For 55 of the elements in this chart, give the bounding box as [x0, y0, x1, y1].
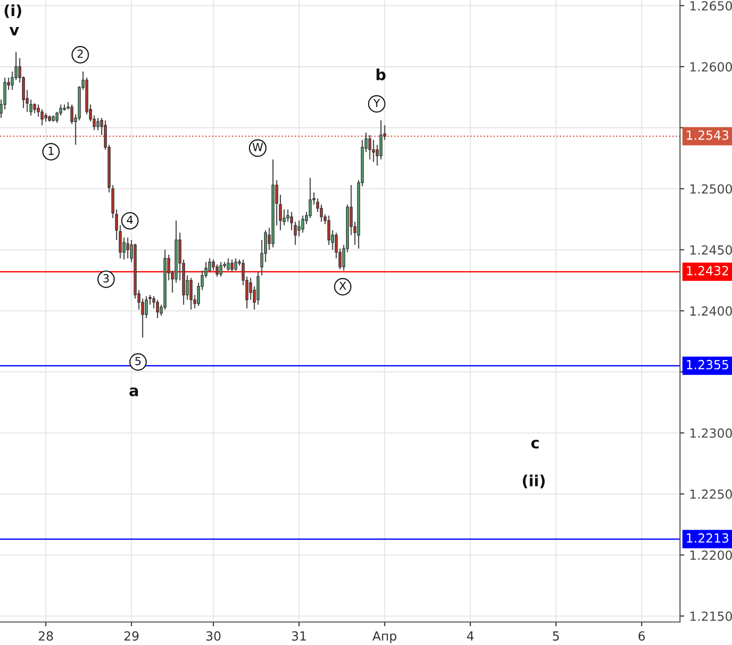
candlestick: [29, 99, 32, 116]
candlestick: [230, 258, 234, 272]
annotation: W: [252, 143, 263, 152]
annotation: Y: [373, 98, 380, 107]
y-tick-label: 1.2200: [690, 550, 732, 560]
x-tick-label: 6: [638, 631, 645, 641]
candlestick: [290, 211, 294, 231]
x-tick-label: 30: [206, 631, 221, 641]
candlestick: [256, 271, 260, 306]
ref-line-label: 1.2213: [686, 533, 728, 543]
annotation: b: [376, 68, 386, 80]
y-tick-label: 1.2150: [690, 611, 732, 621]
annotation: 1: [48, 146, 54, 155]
x-tick-label: 31: [292, 631, 306, 641]
y-tick-label: 1.2450: [690, 245, 732, 255]
y-tick-label: 1.2650: [690, 1, 732, 11]
candlestick: [298, 220, 301, 237]
candlestick: [216, 264, 219, 278]
candlestick: [40, 108, 44, 126]
y-tick-label: 1.2600: [690, 62, 732, 72]
x-tick-label: 5: [552, 631, 559, 641]
y-tick-label: 1.2300: [690, 428, 732, 438]
annotation: X: [339, 282, 346, 290]
annotation: 5: [135, 356, 141, 366]
ref-line-label: 1.2432: [686, 266, 728, 276]
candlestick: [219, 261, 222, 278]
candlestick: [33, 102, 36, 114]
ref-line-label: 1.2543: [686, 130, 728, 140]
annotation: (i): [4, 4, 22, 18]
candlestick: [3, 77, 6, 110]
x-tick-label: Апр: [372, 631, 396, 644]
annotation: 2: [78, 50, 83, 58]
annotation: 3: [103, 274, 109, 282]
ref-line-label: 1.2355: [686, 360, 728, 370]
annotation: a: [129, 388, 138, 396]
x-tick-label: 28: [38, 631, 53, 641]
candlestick: [144, 296, 148, 319]
candlestick: [320, 204, 323, 222]
candlestick: [96, 117, 100, 131]
y-tick-label: 1.2250: [690, 489, 732, 499]
candlestick: [190, 277, 193, 310]
annotation: c: [531, 440, 539, 449]
candlestick: [156, 299, 159, 319]
candlestick: [368, 134, 372, 160]
candlestick: [372, 139, 375, 162]
annotation: (ii): [522, 474, 545, 488]
candlestick: [278, 194, 282, 231]
candlestick: [249, 277, 252, 300]
x-tick-label: 29: [124, 631, 139, 641]
annotation: 4: [126, 216, 133, 224]
y-tick-label: 1.2400: [690, 306, 732, 316]
annotation: v: [10, 26, 20, 36]
candlestick: [294, 221, 297, 246]
y-tick-label: 1.2500: [690, 184, 732, 194]
x-tick-label: 4: [466, 631, 474, 641]
